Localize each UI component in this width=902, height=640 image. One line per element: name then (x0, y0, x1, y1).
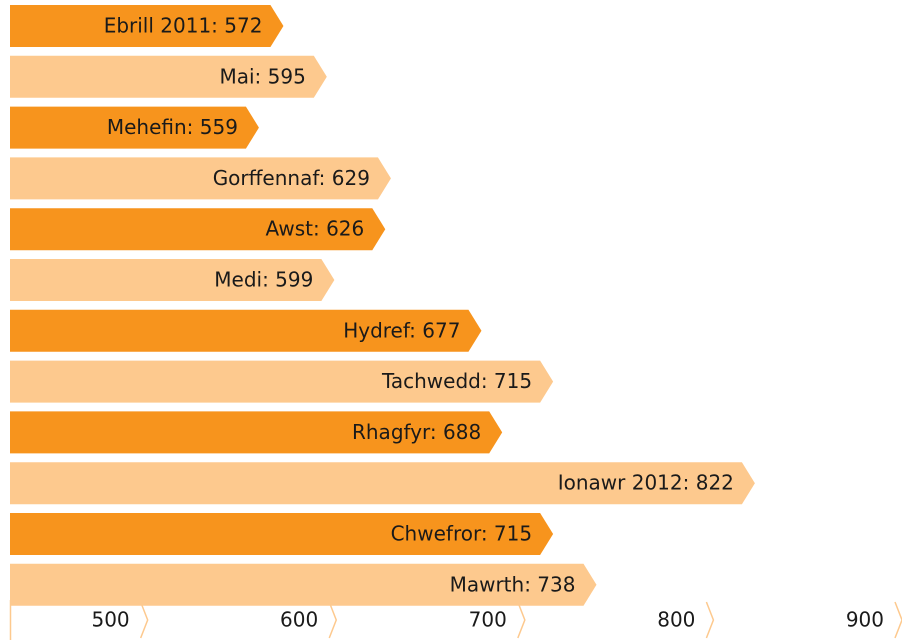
bar-label: Tachwedd: 715 (381, 369, 532, 393)
tick-mark (705, 601, 715, 639)
bar-label: Medi: 599 (214, 268, 313, 292)
bar-label: Ebrill 2011: 572 (104, 14, 263, 38)
bar-label: Mehefin: 559 (107, 115, 238, 139)
bar-label: Gorffennaf: 629 (213, 166, 370, 190)
bar (10, 106, 259, 149)
bar-label: Mai: 595 (219, 64, 305, 88)
x-tick-label: 800 (657, 608, 695, 632)
bar (10, 259, 335, 301)
tick-mark (517, 601, 526, 639)
x-tick-label: 500 (91, 608, 129, 632)
bar (10, 55, 327, 98)
x-tick-label: 600 (280, 608, 318, 632)
bar (10, 360, 554, 403)
bar (10, 309, 482, 352)
bar (10, 411, 503, 454)
tick-mark (328, 601, 338, 639)
x-tick-label: 900 (846, 608, 884, 632)
x-tick-label: 700 (469, 608, 507, 632)
bar (10, 157, 391, 200)
tick-mark (139, 601, 149, 639)
bar-label: Mawrth: 738 (450, 572, 576, 596)
bar (10, 563, 597, 606)
bar (10, 462, 755, 505)
bar (10, 5, 284, 47)
tick-mark (894, 601, 902, 639)
bar (10, 208, 386, 251)
bar-label: Hydref: 677 (343, 318, 460, 342)
bar-label: Chwefror: 715 (391, 522, 533, 546)
bar-label: Rhagfyr: 688 (352, 420, 481, 444)
bar (10, 513, 554, 555)
bar-label: Awst: 626 (266, 217, 365, 241)
bar-label: Ionawr 2012: 822 (558, 471, 734, 495)
